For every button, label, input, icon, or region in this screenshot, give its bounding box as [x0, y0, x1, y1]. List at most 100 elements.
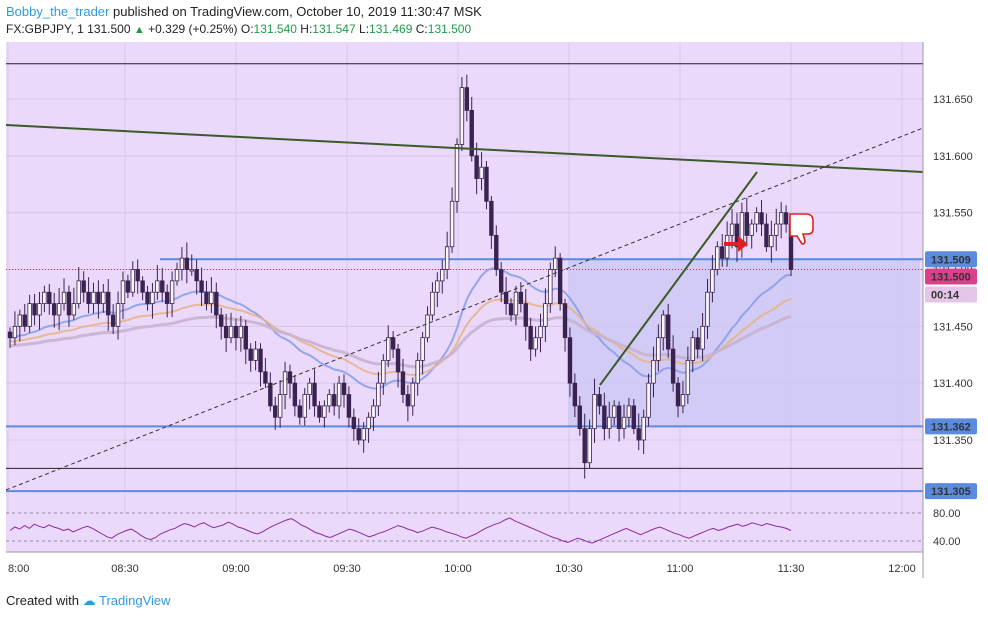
- candle-body: [66, 291, 72, 316]
- candle-body: [199, 280, 204, 293]
- candle-body: [160, 280, 165, 293]
- dashed-channel-line: [5, 127, 924, 491]
- candle-body: [543, 303, 548, 327]
- candle-body: [47, 291, 52, 305]
- candle-body: [670, 348, 676, 384]
- rsi-line: [9, 517, 792, 544]
- countdown-label-box: [925, 286, 977, 303]
- candle-body: [528, 325, 533, 350]
- candle-body: [317, 405, 322, 418]
- candle-body: [548, 269, 553, 304]
- candle-body: [425, 314, 430, 339]
- candle-body: [440, 269, 445, 282]
- candle-body: [52, 303, 57, 316]
- candle-body: [263, 371, 268, 384]
- candle-body: [508, 303, 514, 316]
- level-price-label-box: [925, 483, 977, 500]
- rising-trend-line: [599, 171, 758, 386]
- candle-body: [140, 280, 145, 293]
- candle-body: [86, 291, 91, 305]
- author-name[interactable]: Bobby_the_trader: [6, 4, 110, 19]
- price-axis[interactable]: 131.350 131.400 131.450 131.500 131.550 131.6…: [933, 94, 973, 548]
- tradingview-link[interactable]: TradingView: [99, 593, 171, 608]
- footer-credit: Created with ☁ TradingView: [6, 593, 171, 609]
- annotations: [724, 213, 814, 252]
- countdown-label: 00:14: [931, 290, 960, 302]
- candle-body: [194, 269, 199, 282]
- candle-body: [12, 325, 18, 339]
- candle-body: [661, 314, 666, 339]
- candle-body: [27, 303, 32, 327]
- candle-body: [754, 212, 759, 225]
- time-axis[interactable]: 8:00 08:30 09:00 09:30 10:00 10:30 11:00 11:30 1…: [8, 563, 916, 575]
- price-tick-label: 131.350: [933, 435, 973, 447]
- candle-body: [253, 348, 258, 361]
- candle-body: [675, 382, 681, 407]
- candle-body: [764, 223, 769, 248]
- candle-body: [464, 87, 470, 111]
- candle-body: [572, 382, 578, 407]
- candle-body: [376, 382, 381, 407]
- time-tick-label: 11:30: [778, 563, 805, 575]
- candle-body: [405, 394, 411, 407]
- candle-body: [155, 280, 160, 293]
- candle-body: [592, 394, 597, 430]
- price-labels: 131.509 131.500 00:14 131.362 131.305: [925, 251, 977, 500]
- candle-body: [459, 87, 465, 145]
- candle-body: [120, 280, 126, 305]
- time-tick-label: 08:30: [111, 563, 139, 575]
- candle-body: [277, 394, 283, 418]
- candle-body: [734, 223, 740, 248]
- candle-body: [562, 303, 568, 339]
- moving-averages: [9, 267, 792, 390]
- red-arrow-icon: [724, 236, 748, 252]
- level-price-label: 131.305: [931, 486, 971, 498]
- candle-body: [233, 325, 239, 339]
- candle-body: [557, 257, 563, 304]
- candle-body: [705, 291, 710, 327]
- rsi-tick-label: 80.00: [933, 508, 961, 520]
- rsi-panel: [6, 514, 923, 552]
- candle-body: [494, 234, 499, 270]
- candle-body: [744, 212, 749, 236]
- symbol-legend: FX:GBPJPY, 1 131.500 ▲ +0.329 (+0.25%) O…: [6, 22, 471, 36]
- candle-body: [395, 348, 401, 373]
- created-with-text: Created with: [6, 593, 79, 608]
- candle-body: [607, 416, 612, 430]
- candle-body: [420, 337, 425, 361]
- candle-body: [219, 314, 224, 327]
- candle-body: [356, 428, 361, 441]
- candle-body: [17, 314, 23, 327]
- price-tick-label: 131.600: [933, 151, 973, 163]
- candle-body: [646, 382, 651, 418]
- up-arrow-icon: ▲: [133, 24, 145, 36]
- price-tick-label: 131.400: [933, 378, 973, 390]
- time-tick-label: 10:30: [555, 563, 583, 575]
- candle-body: [626, 405, 632, 418]
- candle-body: [223, 325, 229, 339]
- candle-body: [724, 234, 730, 259]
- candle-body: [666, 314, 671, 350]
- tradingview-logo-icon: ☁: [82, 593, 96, 608]
- low-value: 131.469: [369, 22, 413, 36]
- publisher-line: Bobby_the_trader published on TradingVie…: [6, 4, 482, 19]
- thumbs-down-icon: [789, 213, 814, 245]
- candle-body: [577, 405, 582, 430]
- ema-fast-line: [9, 267, 792, 390]
- high-value: 131.547: [312, 22, 356, 36]
- candle-body: [390, 337, 396, 350]
- last-price-label-box: [925, 268, 977, 285]
- candle-body: [179, 257, 185, 270]
- candle-body: [22, 314, 27, 327]
- candle-body: [602, 405, 607, 430]
- candle-body: [228, 325, 234, 339]
- candle-body: [292, 382, 298, 407]
- candle-body: [76, 280, 81, 305]
- candle-body: [174, 269, 180, 282]
- candle-body: [454, 144, 460, 202]
- candle-body: [774, 223, 779, 236]
- symbol-label[interactable]: FX:GBPJPY, 1: [6, 22, 84, 36]
- candle-body: [430, 291, 435, 316]
- candle-body: [582, 428, 587, 464]
